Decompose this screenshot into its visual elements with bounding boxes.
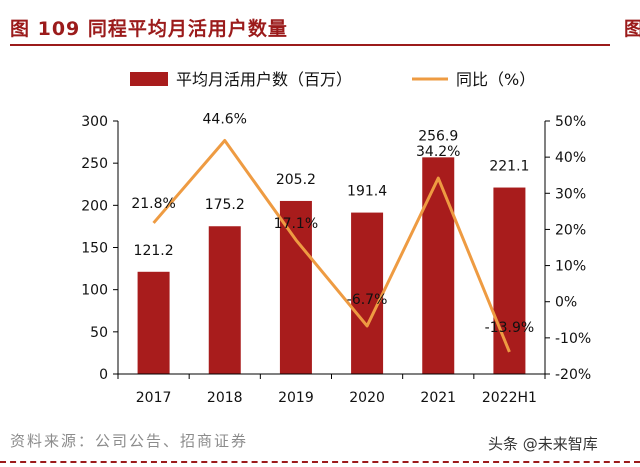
- right-tick-label: 30%: [555, 186, 586, 202]
- bar-value-label: 221.1: [489, 159, 529, 175]
- bar: [137, 271, 170, 374]
- bar-series: 121.2 175.2 205.2 191.4 256.9 221.1: [134, 128, 529, 374]
- left-tick-label: 250: [81, 156, 108, 172]
- right-tick-label: 40%: [555, 150, 586, 166]
- figure-header: 图 109 同程平均月活用户数量 图: [0, 0, 640, 46]
- left-tick-label: 150: [81, 241, 108, 257]
- left-tick-label: 300: [81, 114, 108, 130]
- chart-legend: 平均月活用户数（百万） 同比（%）: [130, 70, 535, 89]
- x-tick-label: 2018: [207, 390, 243, 406]
- bar: [208, 226, 241, 374]
- legend-bar-swatch: [130, 72, 168, 86]
- watermark-text: 头条 @未来智库: [488, 435, 598, 453]
- right-y-axis: -20% -10% 0% 10% 20% 30% 40% 50%: [544, 114, 591, 383]
- left-tick-label: 100: [81, 283, 108, 299]
- right-tick-label: -10%: [555, 331, 591, 347]
- line-value-label: 44.6%: [203, 112, 247, 128]
- bar-value-label: 121.2: [134, 243, 174, 259]
- footer-divider: [0, 461, 640, 463]
- x-tick-label: 2020: [349, 390, 385, 406]
- right-tick-label: 50%: [555, 114, 586, 130]
- figure-title: 图 109 同程平均月活用户数量: [10, 18, 288, 40]
- left-y-axis: 0 50 100 150 200 250 300: [81, 114, 119, 383]
- bar: [422, 157, 455, 374]
- source-note: 资料来源：公司公告、招商证券: [10, 432, 249, 450]
- x-tick-label: 2017: [136, 390, 172, 406]
- line-value-label: -13.9%: [485, 320, 535, 336]
- bar-value-label: 191.4: [347, 184, 387, 200]
- legend-bar-label: 平均月活用户数（百万）: [176, 70, 352, 89]
- right-tick-label: 20%: [555, 222, 586, 238]
- left-tick-label: 0: [99, 367, 108, 383]
- next-figure-title-fragment: 图: [624, 18, 640, 40]
- combo-chart: 平均月活用户数（百万） 同比（%） 0 50 100 150 200 250 300 -20…: [81, 70, 591, 406]
- x-axis: 2017 2018 2019 2020 2021 2022H1: [117, 373, 546, 406]
- legend-line-label: 同比（%）: [456, 70, 535, 89]
- left-tick-label: 50: [90, 325, 108, 341]
- line-value-label: -6.7%: [347, 292, 388, 308]
- bar: [351, 212, 384, 374]
- bar-value-label: 205.2: [276, 172, 316, 188]
- right-tick-label: 10%: [555, 259, 586, 275]
- x-tick-label: 2022H1: [482, 390, 537, 406]
- yoy-line: [152, 139, 511, 353]
- right-tick-label: 0%: [555, 295, 577, 311]
- watermark: 头条 @未来智库: [488, 433, 638, 459]
- x-tick-label: 2021: [420, 390, 456, 406]
- line-series: 21.8% 44.6% 17.1% -6.7% 34.2% -13.9%: [131, 112, 535, 353]
- right-tick-label: -20%: [555, 367, 591, 383]
- title-underline: [10, 44, 610, 46]
- line-value-label: 21.8%: [131, 196, 175, 212]
- x-tick-label: 2019: [278, 390, 314, 406]
- bar: [493, 187, 526, 374]
- bar-value-label: 256.9: [418, 128, 458, 144]
- line-value-label: 17.1%: [274, 216, 318, 232]
- left-tick-label: 200: [81, 198, 108, 214]
- bar: [279, 200, 312, 374]
- line-value-label: 34.2%: [416, 144, 460, 160]
- bar-value-label: 175.2: [205, 197, 245, 213]
